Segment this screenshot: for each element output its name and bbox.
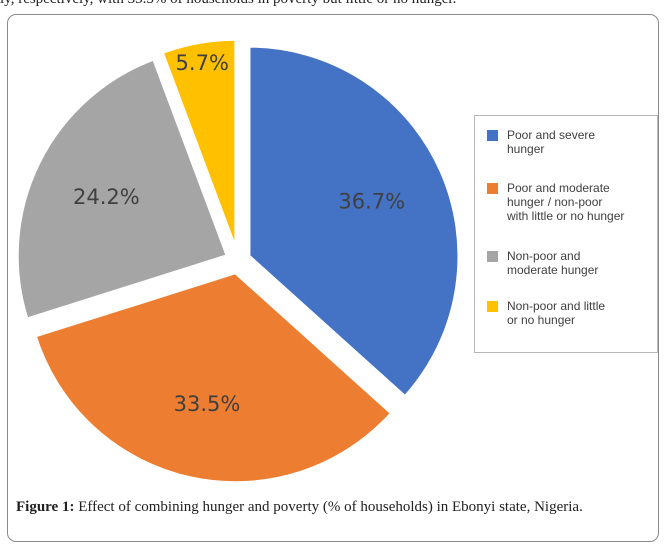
- legend-item-2: Poor and moderate hunger / non-poor with l…: [487, 181, 657, 223]
- legend-item-3: Non-poor and moderate hunger: [487, 249, 657, 277]
- legend-swatch: [487, 251, 498, 262]
- legend-label: Poor and severe hunger: [507, 128, 596, 156]
- legend-swatch: [487, 301, 498, 312]
- pie-slice-3: [15, 57, 230, 321]
- legend-item-1: Poor and severe hunger: [487, 128, 657, 156]
- pie-slice-2: [33, 271, 394, 485]
- slice-data-label-3: 24.2%: [73, 185, 140, 209]
- caption-label: Figure 1:: [16, 499, 75, 515]
- slice-data-label-2: 33.5%: [174, 392, 241, 416]
- legend-label: Non-poor and little or no hunger: [507, 299, 606, 327]
- chart-legend: Poor and severe hunger Poor and moderate hu…: [474, 115, 658, 353]
- legend-label: Poor and moderate hunger / non-poor with l…: [507, 181, 625, 223]
- legend-label: Non-poor and moderate hunger: [507, 249, 599, 277]
- slice-data-label-4: 5.7%: [176, 51, 229, 75]
- pie-slice-4: [160, 37, 238, 250]
- preceding-text-line: ly, respectively, with 33.5% of househol…: [0, 0, 664, 8]
- legend-item-4: Non-poor and little or no hunger: [487, 299, 657, 327]
- pie-slice-1: [247, 44, 461, 399]
- caption-text: Effect of combining hunger and poverty (…: [74, 499, 583, 515]
- figure-caption: Figure 1: Effect of combining hunger and…: [16, 497, 656, 518]
- legend-swatch: [487, 130, 498, 141]
- slice-data-label-1: 36.7%: [338, 189, 405, 213]
- legend-swatch: [487, 183, 498, 194]
